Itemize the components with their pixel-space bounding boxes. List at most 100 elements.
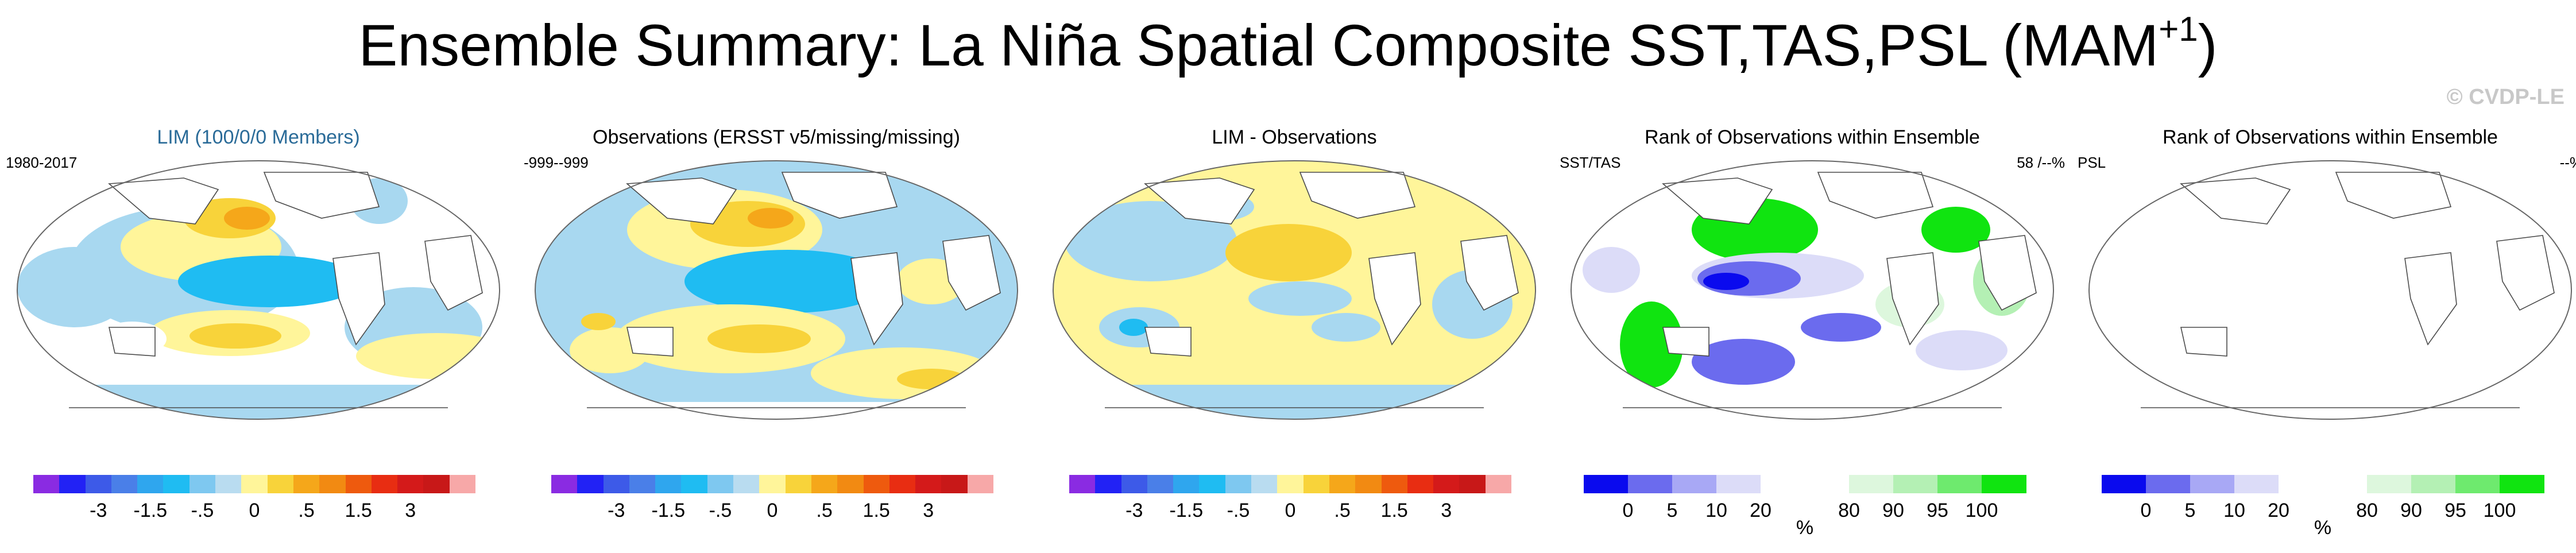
colorbar-label: 3 xyxy=(405,500,416,521)
world-map xyxy=(1053,160,1536,420)
colorbar-cell xyxy=(1937,475,1982,493)
colorbar-label: 0 xyxy=(1622,500,1634,521)
rank-colorbar xyxy=(2102,475,2544,493)
panel-left-label: -999--999 xyxy=(524,154,589,171)
colorbar-cell xyxy=(163,475,190,493)
panel-title: Observations (ERSST v5/missing/missing) xyxy=(593,126,960,148)
colorbar-label: 5 xyxy=(1666,500,1678,521)
colorbar-cell xyxy=(267,475,294,493)
colorbar-cell xyxy=(189,475,216,493)
panel-left-label: PSL xyxy=(2078,154,2106,171)
colorbar-cell xyxy=(577,475,604,493)
colorbar-cell xyxy=(1893,475,1938,493)
colorbar-label: 10 xyxy=(1705,500,1727,521)
colorbar-cell xyxy=(967,475,994,493)
colorbar-label: -3 xyxy=(90,500,107,521)
colorbar-cell xyxy=(785,475,812,493)
colorbar-label: -3 xyxy=(608,500,625,521)
anomaly-colorbar xyxy=(33,475,476,493)
colorbar-cell xyxy=(1381,475,1408,493)
colorbar-label: .5 xyxy=(1334,500,1351,521)
watermark: © CVDP-LE xyxy=(2446,85,2565,109)
colorbar-cell xyxy=(137,475,164,493)
colorbar-label: 80 xyxy=(2356,500,2378,521)
colorbar-cell xyxy=(1485,475,1512,493)
colorbar-cell xyxy=(449,475,476,493)
colorbar-cell xyxy=(2279,475,2323,493)
colorbar-label: 20 xyxy=(1750,500,1772,521)
colorbar-cell xyxy=(681,475,708,493)
colorbar-label: 90 xyxy=(1882,500,1904,521)
panel-rank-sst-tas: Rank of Observations within Ensemble SST… xyxy=(1560,121,2065,431)
colorbar-label: 95 xyxy=(1927,500,1948,521)
colorbar-cell xyxy=(603,475,630,493)
colorbar-cell xyxy=(1716,475,1761,493)
colorbar-cell xyxy=(241,475,268,493)
world-map xyxy=(2088,160,2572,420)
colorbar-cell xyxy=(85,475,112,493)
colorbar-cell xyxy=(1672,475,1717,493)
rank-colorbar xyxy=(1584,475,2026,493)
world-map xyxy=(1571,160,2054,420)
colorbar-cell xyxy=(1095,475,1122,493)
colorbar-label: -1.5 xyxy=(133,500,168,521)
colorbar-label: .5 xyxy=(298,500,315,521)
colorbar-label: 80 xyxy=(1838,500,1860,521)
colorbar-cell xyxy=(215,475,242,493)
panel-difference: LIM - Observations xyxy=(1042,121,1547,431)
panel-lim: LIM (100/0/0 Members) 1980-2017 xyxy=(6,121,511,431)
colorbar-cell xyxy=(293,475,320,493)
colorbar-label: 1.5 xyxy=(862,500,890,521)
colorbar-cell xyxy=(1147,475,1174,493)
colorbar-cell xyxy=(1584,475,1629,493)
colorbar-label: 5 xyxy=(2184,500,2196,521)
colorbar-label: 100 xyxy=(2483,500,2516,521)
colorbar-cell xyxy=(889,475,916,493)
colorbar-unit: % xyxy=(2314,517,2332,539)
colorbar-label: 1.5 xyxy=(1380,500,1408,521)
colorbar-label: -.5 xyxy=(1227,500,1250,521)
colorbar-label: -.5 xyxy=(191,500,214,521)
panel-right-label: --% xyxy=(2559,154,2576,171)
colorbar-cell xyxy=(1329,475,1356,493)
colorbar-cell xyxy=(319,475,346,493)
panel-left-label: 1980-2017 xyxy=(6,154,78,171)
colorbar-cell xyxy=(423,475,450,493)
colorbar-label: 100 xyxy=(1965,500,1998,521)
colorbar-cell xyxy=(1251,475,1278,493)
colorbar-cell xyxy=(655,475,682,493)
colorbar-cell xyxy=(2323,475,2368,493)
colorbar-cell xyxy=(1459,475,1486,493)
colorbar-cell xyxy=(371,475,398,493)
colorbar-label: .5 xyxy=(816,500,833,521)
main-title-superscript: +1 xyxy=(2159,10,2198,48)
colorbar-cell xyxy=(2146,475,2191,493)
colorbar-cell xyxy=(941,475,968,493)
colorbar-label: 90 xyxy=(2400,500,2422,521)
main-title-text: Ensemble Summary: La Niña Spatial Compos… xyxy=(358,13,2159,78)
colorbar-cell xyxy=(1805,475,1850,493)
colorbar-label: 0 xyxy=(1285,500,1296,521)
colorbar-label: 20 xyxy=(2268,500,2289,521)
colorbar-cell xyxy=(2234,475,2279,493)
colorbar-cell xyxy=(2411,475,2456,493)
colorbar-cell xyxy=(2190,475,2235,493)
panel-title: LIM - Observations xyxy=(1212,126,1377,148)
colorbar-cell xyxy=(811,475,838,493)
world-map xyxy=(17,160,500,420)
colorbar-cell xyxy=(707,475,734,493)
world-map xyxy=(535,160,1018,420)
colorbar-label: 0 xyxy=(249,500,260,521)
colorbar-cell xyxy=(2500,475,2544,493)
main-title: Ensemble Summary: La Niña Spatial Compos… xyxy=(0,12,2576,78)
colorbar-label: 0 xyxy=(767,500,778,521)
main-title-close: ) xyxy=(2198,13,2218,78)
colorbar-cell xyxy=(629,475,656,493)
panel-title: Rank of Observations within Ensemble xyxy=(1645,126,1980,148)
panel-left-label: SST/TAS xyxy=(1560,154,1621,171)
panel-title-link[interactable]: LIM (100/0/0 Members) xyxy=(157,126,360,148)
anomaly-colorbar xyxy=(1069,475,1512,493)
colorbar-label: -.5 xyxy=(709,500,732,521)
colorbar-cell xyxy=(1199,475,1226,493)
colorbar-label: 1.5 xyxy=(345,500,372,521)
